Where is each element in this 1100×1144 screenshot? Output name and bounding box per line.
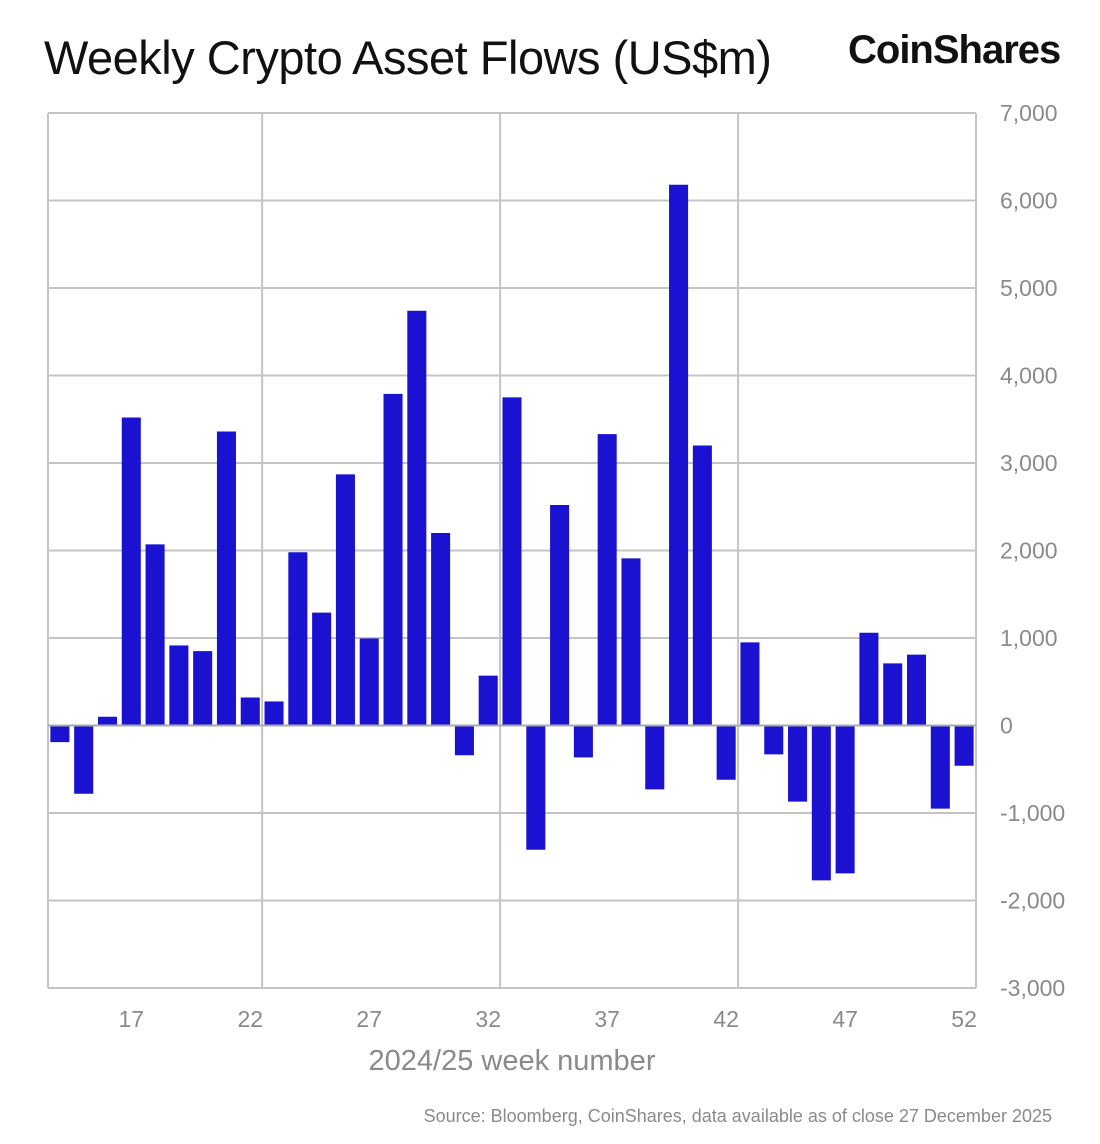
bar-week-37 bbox=[597, 434, 617, 726]
x-tick-label: 22 bbox=[237, 1006, 263, 1032]
x-axis-label: 2024/25 week number bbox=[369, 1045, 656, 1077]
bar-week-45 bbox=[788, 725, 808, 802]
y-tick-label: 7,000 bbox=[1000, 100, 1058, 126]
bar-week-44 bbox=[764, 725, 784, 755]
x-tick-label: 32 bbox=[475, 1006, 501, 1032]
bar-week-41 bbox=[692, 445, 712, 726]
bar-week-38 bbox=[621, 558, 641, 726]
bar-week-27 bbox=[359, 638, 379, 726]
bar-week-40 bbox=[669, 184, 689, 726]
bar-week-39 bbox=[645, 725, 665, 790]
bar-week-22 bbox=[240, 697, 260, 726]
bar-week-34 bbox=[526, 725, 546, 850]
bar-week-21 bbox=[216, 431, 236, 726]
x-tick-label: 37 bbox=[594, 1006, 620, 1032]
x-tick-label: 52 bbox=[951, 1006, 977, 1032]
bar-week-36 bbox=[573, 725, 593, 758]
bar-week-17 bbox=[121, 417, 141, 726]
y-tick-label: -2,000 bbox=[1000, 888, 1065, 914]
bar-week-29 bbox=[407, 310, 427, 726]
source-note: Source: Bloomberg, CoinShares, data avai… bbox=[423, 1106, 1052, 1126]
bar-week-24 bbox=[288, 552, 308, 726]
bar-week-47 bbox=[835, 725, 855, 874]
chart-title: Weekly Crypto Asset Flows (US$m) bbox=[44, 31, 772, 84]
bar-week-33 bbox=[502, 397, 522, 726]
bar-week-46 bbox=[811, 725, 831, 881]
bar-week-28 bbox=[383, 393, 403, 726]
bar-week-20 bbox=[193, 651, 213, 726]
y-tick-label: -1,000 bbox=[1000, 800, 1065, 826]
bar-week-15 bbox=[74, 725, 94, 794]
bar-week-18 bbox=[145, 544, 165, 726]
bar-week-42 bbox=[716, 725, 736, 780]
x-tick-label: 47 bbox=[832, 1006, 858, 1032]
x-tick-label: 17 bbox=[118, 1006, 144, 1032]
bar-week-48 bbox=[859, 632, 879, 726]
bar-week-23 bbox=[264, 701, 284, 726]
bar-week-30 bbox=[431, 533, 451, 726]
bar-week-52 bbox=[954, 725, 974, 766]
y-tick-label: 1,000 bbox=[1000, 625, 1058, 651]
bar-week-26 bbox=[335, 474, 355, 726]
bar-week-31 bbox=[454, 725, 474, 756]
coinshares-logo: CoinShares bbox=[848, 28, 1061, 72]
y-tick-label: 0 bbox=[1000, 713, 1013, 739]
bar-week-51 bbox=[930, 725, 950, 809]
bar-week-49 bbox=[883, 663, 903, 726]
y-tick-label: 6,000 bbox=[1000, 188, 1058, 214]
bar-week-14 bbox=[50, 725, 70, 743]
bar-week-19 bbox=[169, 645, 189, 726]
bar-week-50 bbox=[906, 654, 927, 726]
bar-week-16 bbox=[97, 716, 118, 726]
y-tick-label: 5,000 bbox=[1000, 275, 1058, 301]
y-tick-label: 4,000 bbox=[1000, 363, 1058, 389]
y-tick-label: 2,000 bbox=[1000, 538, 1058, 564]
bar-week-35 bbox=[550, 505, 570, 726]
bar-week-43 bbox=[740, 642, 760, 726]
y-tick-label: -3,000 bbox=[1000, 975, 1065, 1001]
bar-week-32 bbox=[478, 675, 498, 726]
bar-week-25 bbox=[312, 612, 332, 726]
x-tick-label: 27 bbox=[356, 1006, 382, 1032]
y-tick-label: 3,000 bbox=[1000, 450, 1058, 476]
x-tick-label: 42 bbox=[713, 1006, 739, 1032]
